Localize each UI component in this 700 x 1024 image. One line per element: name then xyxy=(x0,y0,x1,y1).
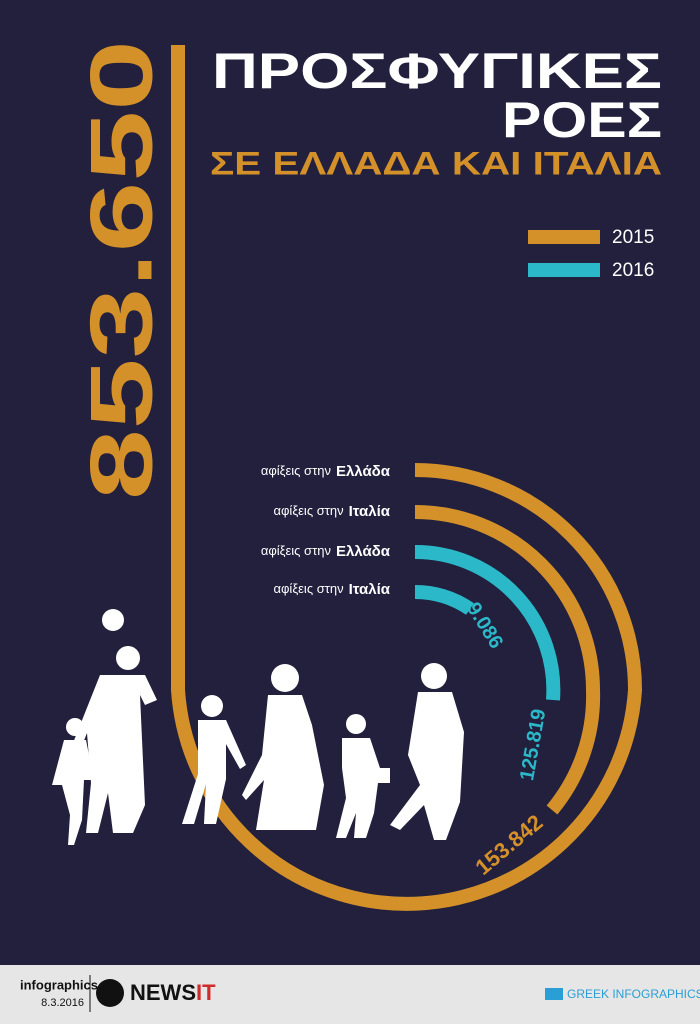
legend-label: 2015 xyxy=(612,227,654,248)
arc-italy-2015 xyxy=(414,505,601,815)
credit-icon xyxy=(545,988,563,1000)
row-country: Ιταλία xyxy=(349,503,391,520)
row-country: Ελλάδα xyxy=(336,463,391,480)
legend-label: 2016 xyxy=(612,260,654,281)
title: ΠΡΟΣΦΥΓΙΚΕΣ xyxy=(212,43,662,99)
logo: NEWSIT xyxy=(130,980,216,1005)
silhouettes xyxy=(52,609,464,845)
row-prefix: αφίξεις στην xyxy=(273,581,343,596)
arc-greece-2015 xyxy=(171,45,643,911)
logo-accent: IT xyxy=(196,980,216,1005)
subtitle: ΣΕ ΕΛΛΑΔΑ ΚΑΙ ΙΤΑΛΙΑ xyxy=(210,145,662,181)
row-prefix: αφίξεις στην xyxy=(261,463,331,478)
row-label: αφίξεις στην Ιταλία xyxy=(273,503,390,520)
title: ΡΟΕΣ xyxy=(502,92,662,148)
arc-italy-2016 xyxy=(414,585,474,615)
footer-label: infographics xyxy=(20,977,98,992)
row-label: αφίξεις στην Ιταλία xyxy=(273,581,390,598)
credit: GREEK INFOGRAPHICS xyxy=(567,987,700,1001)
footer-date: 8.3.2016 xyxy=(41,997,84,1009)
row-label: αφίξεις στην Ελλάδα xyxy=(261,543,391,560)
row-label: αφίξεις στην Ελλάδα xyxy=(261,463,391,480)
legend-swatch xyxy=(528,230,600,244)
value-greece-2015: 853.650 xyxy=(71,40,170,500)
arc-greece-2016 xyxy=(414,544,561,701)
arcs xyxy=(171,45,643,911)
logo-icon xyxy=(96,979,124,1007)
row-country: Ελλάδα xyxy=(336,543,391,560)
logo-text: NEWS xyxy=(130,980,196,1005)
legend-swatch xyxy=(528,263,600,277)
row-country: Ιταλία xyxy=(349,581,391,598)
row-prefix: αφίξεις στην xyxy=(261,543,331,558)
row-prefix: αφίξεις στην xyxy=(273,503,343,518)
